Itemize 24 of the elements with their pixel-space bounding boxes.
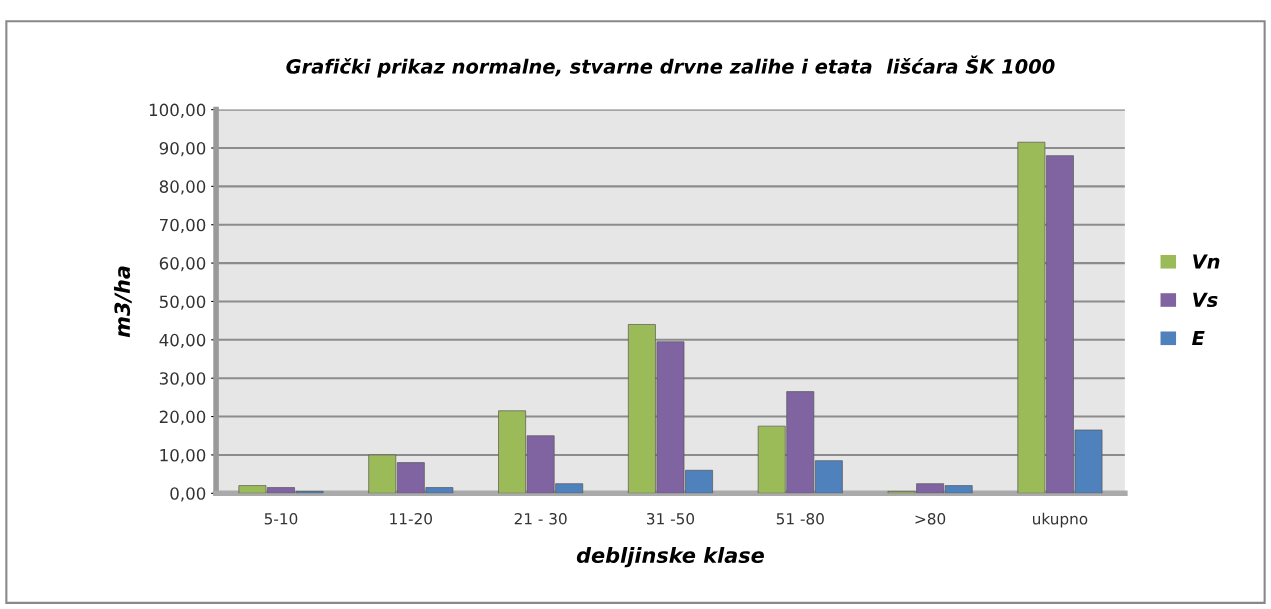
chart-title: Grafički prikaz normalne, stvarne drvne zalihe i etata lišćara ŠK 1000 (286, 55, 1055, 78)
y-tick-label: 20,00 (159, 410, 206, 425)
y-tick-label: 80,00 (159, 180, 206, 195)
y-tick-label: 70,00 (160, 218, 206, 233)
x-tick-label: 31 -50 (646, 513, 695, 525)
y-tick-label: 30,00 (159, 372, 206, 387)
y-tick-label: 50,00 (159, 295, 206, 310)
x-tick-label: 51 -80 (776, 513, 824, 525)
x-tick-label: 11-20 (390, 513, 432, 525)
y-tick-label: 40,00 (159, 333, 206, 349)
y-tick-label: 60,00 (159, 257, 206, 272)
y-axis-title: m3/ha (113, 266, 132, 338)
x-tick-label: 21 - 30 (514, 513, 567, 525)
y-tick-label: 10,00 (160, 448, 206, 464)
legend-label: E (1192, 330, 1205, 346)
y-tick-label: 100,00 (149, 103, 206, 118)
x-tick-label: >80 (915, 513, 946, 525)
x-axis-title: debljinske klase (576, 546, 764, 568)
x-tick-label: ukupno (1032, 512, 1088, 528)
legend-label: Vs (1193, 292, 1218, 308)
legend-label: Vn (1193, 254, 1220, 269)
y-tick-label: 90,00 (159, 141, 206, 157)
y-tick-label: 0,00 (170, 487, 206, 502)
x-tick-label: 5-10 (264, 513, 298, 525)
